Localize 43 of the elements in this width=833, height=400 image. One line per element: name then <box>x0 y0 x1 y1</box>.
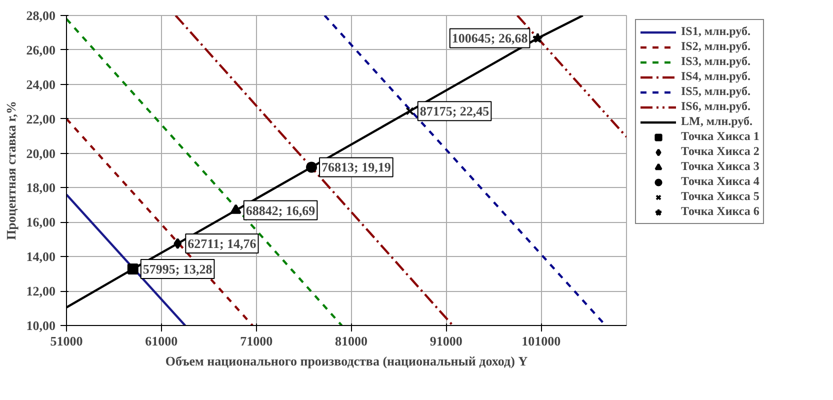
y-axis-title: Процентная ставка r,% <box>3 101 18 240</box>
annotation: 57995; 13,28 <box>142 262 213 277</box>
point <box>306 162 318 173</box>
x-tick-label: 101000 <box>522 334 561 348</box>
legend-label: IS4, млн.руб. <box>681 69 751 84</box>
legend-label: LM, млн.руб. <box>681 114 753 129</box>
y-tick-label: 16,00 <box>26 214 56 230</box>
point <box>174 238 182 250</box>
legend-label: Точка Хикса 1 <box>681 129 760 144</box>
x-tick-label: 51000 <box>50 334 83 348</box>
legend-label: Точка Хикса 4 <box>681 174 760 189</box>
y-tick-label: 24,00 <box>26 76 56 92</box>
legend-label: IS2, млн.руб. <box>681 39 751 54</box>
y-tick-label: 28,00 <box>26 8 56 23</box>
legend-label: IS1, млн.руб. <box>681 24 751 39</box>
x-axis-title: Объем национального производства (национальный доход) Y <box>165 354 528 368</box>
legend-label: Точка Хикса 2 <box>681 144 760 159</box>
y-tick-label: 12,00 <box>26 284 56 299</box>
x-tick-label: 71000 <box>240 334 273 348</box>
y-tick-label: 18,00 <box>26 180 56 196</box>
x-tick-label: 91000 <box>430 334 462 348</box>
legend-label: Точка Хикса 5 <box>681 189 760 204</box>
annotation: 100645; 26,68 <box>452 30 528 46</box>
annotation: 87175; 22,45 <box>420 104 490 119</box>
point <box>406 106 414 116</box>
annotation: 68842; 16,69 <box>246 202 316 218</box>
y-tick-label: 14,00 <box>26 249 56 264</box>
y-tick-label: 10,00 <box>26 318 56 333</box>
x-tick-label: 61000 <box>145 334 178 348</box>
y-tick-label: 22,00 <box>26 111 56 126</box>
legend-label: Точка Хикса 3 <box>681 159 760 174</box>
y-tick-label: 26,00 <box>26 42 56 58</box>
y-tick-label: 20,00 <box>26 146 56 161</box>
point <box>532 32 543 43</box>
legend-label: IS5, млн.руб. <box>681 84 751 99</box>
x-tick-label: 81000 <box>334 334 368 348</box>
legend-label: IS6, млн.руб. <box>681 99 751 114</box>
annotation: 76813; 19,19 <box>322 160 392 175</box>
legend-label: IS3, млн.руб. <box>681 54 751 69</box>
legend-label: Точка Хикса 6 <box>681 204 760 219</box>
point <box>127 264 138 275</box>
annotation: 62711; 14,76 <box>188 236 257 252</box>
point <box>230 204 242 214</box>
